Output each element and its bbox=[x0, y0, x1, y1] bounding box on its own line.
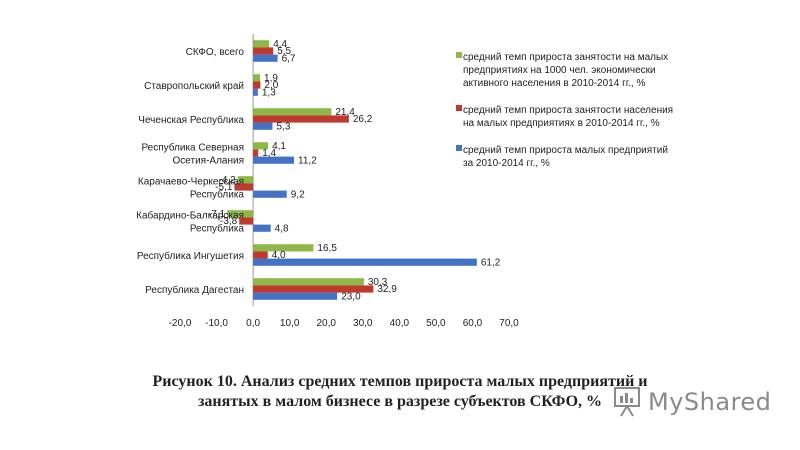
category-label: СКФО, всего bbox=[186, 47, 245, 58]
x-tick-label: 0,0 bbox=[246, 318, 260, 329]
bar bbox=[253, 251, 268, 259]
category-label: Карачаево-Черкесская bbox=[138, 177, 244, 188]
bar bbox=[253, 115, 349, 123]
bar bbox=[253, 285, 374, 293]
category-label: Республика Дагестан bbox=[145, 284, 244, 296]
x-tick-label: 20,0 bbox=[316, 318, 336, 329]
legend-label: предприятиях на 1000 чел. экономически bbox=[463, 65, 656, 76]
legend: средний темп прироста занятости на малых… bbox=[456, 52, 673, 169]
bar bbox=[239, 217, 254, 225]
figure-caption-line-2: занятых в малом бизнесе в разрезе субъек… bbox=[197, 393, 603, 410]
chart-bars bbox=[227, 34, 477, 306]
presentation-board-icon bbox=[614, 387, 640, 417]
data-label: -3,8 bbox=[220, 216, 238, 227]
data-label: 5,3 bbox=[276, 121, 290, 132]
bar bbox=[253, 108, 332, 116]
data-label: 26,2 bbox=[353, 114, 373, 125]
category-label: Республика bbox=[190, 189, 245, 201]
bar bbox=[253, 88, 258, 96]
x-tick-label: 70,0 bbox=[499, 318, 519, 329]
x-tick-label: -20,0 bbox=[169, 318, 192, 329]
category-label: Республика Северная bbox=[141, 142, 244, 154]
legend-label: за 2010-2014 гг., % bbox=[463, 158, 550, 169]
x-tick-label: 40,0 bbox=[390, 318, 410, 329]
data-label: 1,9 bbox=[264, 73, 278, 84]
data-label: 23,0 bbox=[341, 291, 361, 302]
category-label: Республика bbox=[190, 223, 245, 235]
chart-labels: СКФО, всего 4,45,56,7 Ставропольский край 1… bbox=[136, 39, 501, 302]
bar bbox=[253, 122, 273, 130]
category-label: Осетия-Алания bbox=[172, 156, 244, 167]
data-label: 9,2 bbox=[291, 189, 305, 200]
data-label: 11,2 bbox=[298, 155, 317, 166]
bar bbox=[253, 258, 477, 266]
data-label: 1,3 bbox=[262, 87, 276, 98]
legend-label: на малых предприятиях в 2010-2014 гг., % bbox=[463, 118, 660, 129]
bar bbox=[227, 210, 254, 218]
x-axis: -20,0 -10,0 0,0 10,0 20,0 30,0 40,0 50,0 60,0 70,… bbox=[169, 318, 520, 329]
legend-swatch bbox=[456, 52, 462, 58]
data-label: 4,1 bbox=[272, 141, 286, 152]
legend-label: средний темп прироста занятости на малых bbox=[463, 52, 668, 63]
bar bbox=[253, 190, 287, 198]
watermark-logo: MyShared bbox=[612, 386, 771, 418]
watermark-text: MyShared bbox=[648, 388, 772, 416]
category-label: Республика Ингушетия bbox=[137, 250, 244, 262]
x-tick-label: 30,0 bbox=[353, 318, 373, 329]
legend-swatch bbox=[456, 105, 462, 111]
data-label: 4,8 bbox=[275, 223, 289, 234]
data-label: 32,9 bbox=[377, 284, 397, 295]
bar bbox=[253, 40, 270, 48]
bar bbox=[253, 81, 261, 89]
x-tick-label: 50,0 bbox=[426, 318, 446, 329]
data-label: 4,4 bbox=[273, 39, 287, 50]
legend-label: средний темп прироста малых предприятий bbox=[463, 145, 668, 156]
bar bbox=[237, 176, 254, 184]
data-label: 4,0 bbox=[272, 250, 286, 261]
x-tick-label: 10,0 bbox=[280, 318, 300, 329]
bar bbox=[253, 244, 314, 252]
data-label: 6,7 bbox=[282, 53, 296, 64]
bar bbox=[253, 156, 295, 164]
data-label: 21,4 bbox=[335, 107, 355, 118]
x-tick-label: 60,0 bbox=[463, 318, 483, 329]
data-label: -5,1 bbox=[215, 182, 233, 193]
bar bbox=[253, 149, 259, 157]
figure-caption-line-1: Рисунок 10. Анализ средних темпов прирос… bbox=[152, 373, 648, 390]
bar bbox=[253, 47, 274, 55]
bar bbox=[253, 292, 338, 300]
data-label: 5,5 bbox=[277, 46, 291, 57]
category-label: Ставропольский край bbox=[144, 81, 244, 92]
data-label: 16,5 bbox=[317, 243, 337, 254]
data-label: 30,3 bbox=[368, 277, 388, 288]
legend-label: средний темп прироста занятости населени… bbox=[463, 105, 673, 116]
bar bbox=[234, 183, 254, 191]
x-tick-label: -10,0 bbox=[205, 318, 228, 329]
data-label: 61,2 bbox=[481, 257, 501, 268]
bar bbox=[253, 224, 271, 232]
bar-chart: -20,0 -10,0 0,0 10,0 20,0 30,0 40,0 50,0 60,0 70,… bbox=[136, 34, 673, 329]
data-label: 1,4 bbox=[262, 148, 276, 159]
legend-label: активного населения в 2010-2014 гг., % bbox=[463, 78, 645, 89]
bar bbox=[253, 142, 269, 150]
bar bbox=[253, 278, 364, 286]
bar bbox=[253, 74, 261, 82]
category-label: Кабардино-Балкарская bbox=[136, 210, 244, 222]
category-label: Чеченская Республика bbox=[138, 114, 244, 126]
data-label: -7,1 bbox=[208, 209, 226, 220]
data-label: -4,2 bbox=[219, 175, 237, 186]
data-label: 2,0 bbox=[264, 80, 278, 91]
bar bbox=[253, 54, 278, 62]
legend-swatch bbox=[456, 145, 462, 151]
